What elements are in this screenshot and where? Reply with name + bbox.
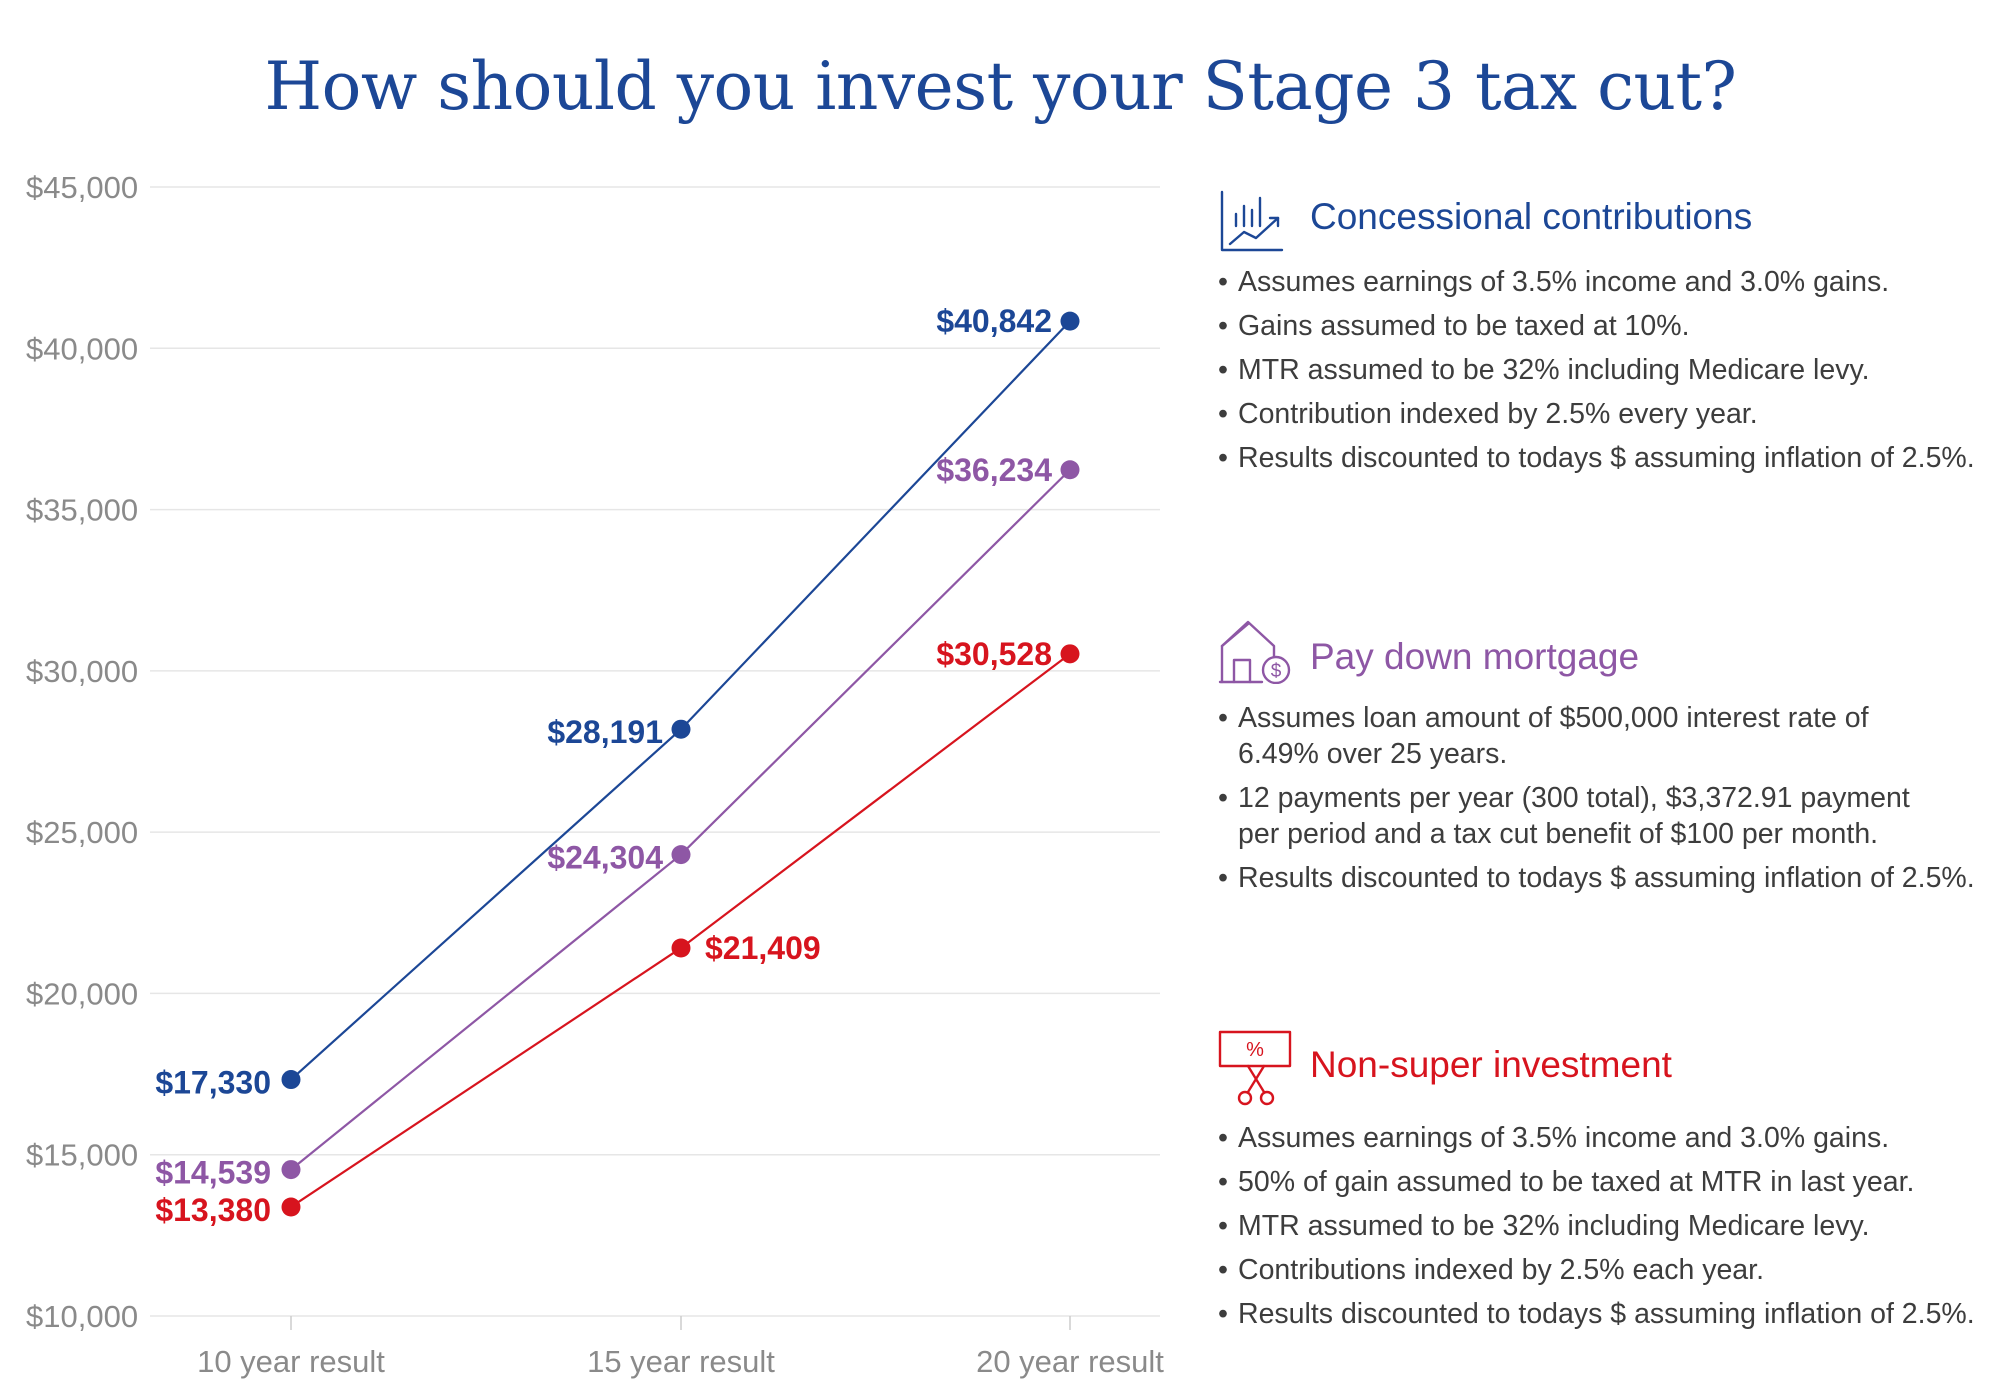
svg-text:%: % bbox=[1246, 1039, 1264, 1061]
percent-cut-icon: % bbox=[1218, 1030, 1292, 1106]
svg-text:$: $ bbox=[1271, 661, 1282, 682]
bullet-item: Contributions indexed by 2.5% each year. bbox=[1218, 1252, 1998, 1288]
bullet-item: Results discounted to todays $ assuming … bbox=[1218, 440, 1998, 476]
bullet-list: Assumes loan amount of $500,000 interest… bbox=[1218, 700, 1998, 896]
y-tick-label: $25,000 bbox=[26, 815, 138, 850]
y-tick-label: $20,000 bbox=[26, 976, 138, 1011]
y-tick-label: $40,000 bbox=[26, 331, 138, 366]
chart-trend-icon bbox=[1220, 190, 1284, 252]
data-point bbox=[1060, 644, 1080, 664]
data-label: $30,528 bbox=[936, 636, 1052, 672]
bullet-item: Gains assumed to be taxed at 10%. bbox=[1218, 308, 1998, 344]
data-point bbox=[671, 938, 691, 958]
bullet-item: 12 payments per year (300 total), $3,372… bbox=[1218, 780, 1958, 852]
line-chart: $45,000 $40,000 $35,000 $30,000 $25,000 $20,0… bbox=[26, 170, 1164, 1379]
data-label: $40,842 bbox=[936, 303, 1052, 339]
bullet-item: Assumes loan amount of $500,000 interest… bbox=[1218, 700, 1888, 772]
panel-concessional: Concessional contributions Assumes earni… bbox=[1218, 188, 1998, 484]
panel-mortgage: $ Pay down mortgage Assumes loan amount … bbox=[1218, 616, 1998, 904]
y-tick-label: $10,000 bbox=[26, 1299, 138, 1334]
x-tick-label: 15 year result bbox=[587, 1344, 775, 1379]
x-tick-label: 20 year result bbox=[976, 1344, 1164, 1379]
data-label: $13,380 bbox=[155, 1192, 271, 1228]
data-point bbox=[671, 845, 691, 865]
data-point bbox=[281, 1197, 301, 1217]
panel-title-concessional: Concessional contributions bbox=[1310, 196, 1753, 237]
data-point bbox=[281, 1070, 301, 1090]
y-tick-label: $30,000 bbox=[26, 654, 138, 689]
bullet-list: Assumes earnings of 3.5% income and 3.0%… bbox=[1218, 264, 1998, 476]
data-label: $28,191 bbox=[547, 714, 663, 750]
y-tick-label: $15,000 bbox=[26, 1138, 138, 1173]
panel-title-nonsuper: Non-super investment bbox=[1310, 1044, 1672, 1085]
bullet-item: MTR assumed to be 32% including Medicare… bbox=[1218, 352, 1998, 388]
house-dollar-icon: $ bbox=[1218, 620, 1291, 684]
bullet-item: Assumes earnings of 3.5% income and 3.0%… bbox=[1218, 1120, 1998, 1156]
bullet-list: Assumes earnings of 3.5% income and 3.0%… bbox=[1218, 1120, 1998, 1332]
data-label: $24,304 bbox=[547, 840, 663, 876]
data-point bbox=[281, 1160, 301, 1180]
data-label: $17,330 bbox=[155, 1065, 271, 1101]
bullet-item: Results discounted to todays $ assuming … bbox=[1218, 1296, 1998, 1332]
bullet-item: Assumes earnings of 3.5% income and 3.0%… bbox=[1218, 264, 1998, 300]
data-point bbox=[671, 719, 691, 739]
y-tick-label: $35,000 bbox=[26, 493, 138, 528]
series-line bbox=[290, 320, 1071, 1081]
panel-nonsuper: % Non-super investment Assumes earnings … bbox=[1218, 1030, 1998, 1340]
chart-title: How should you invest your Stage 3 tax c… bbox=[264, 48, 1737, 125]
data-label: $14,539 bbox=[155, 1155, 271, 1191]
bullet-item: Contribution indexed by 2.5% every year. bbox=[1218, 396, 1998, 432]
series-line bbox=[290, 468, 1071, 1171]
data-label: $36,234 bbox=[936, 452, 1052, 488]
data-point bbox=[1060, 460, 1080, 480]
bullet-item: 50% of gain assumed to be taxed at MTR i… bbox=[1218, 1164, 1998, 1200]
x-tick-label: 10 year result bbox=[197, 1344, 385, 1379]
bullet-item: MTR assumed to be 32% including Medicare… bbox=[1218, 1208, 1998, 1244]
y-tick-label: $45,000 bbox=[26, 170, 138, 205]
data-point bbox=[1060, 311, 1080, 331]
data-label: $21,409 bbox=[705, 930, 821, 966]
panel-title-mortgage: Pay down mortgage bbox=[1310, 636, 1640, 677]
bullet-item: Results discounted to todays $ assuming … bbox=[1218, 860, 1998, 896]
